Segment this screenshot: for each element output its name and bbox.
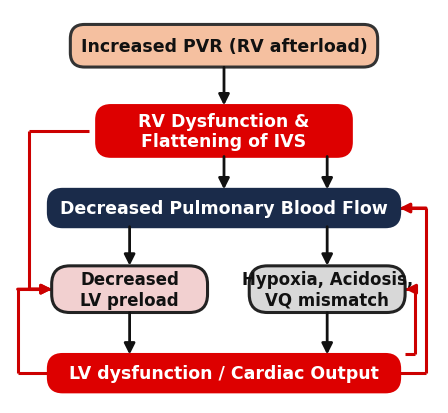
Text: RV Dysfunction &
Flattening of IVS: RV Dysfunction & Flattening of IVS xyxy=(138,112,310,151)
FancyBboxPatch shape xyxy=(97,106,351,157)
Text: Hypoxia, Acidosis,
VQ mismatch: Hypoxia, Acidosis, VQ mismatch xyxy=(241,270,413,309)
Text: Decreased
LV preload: Decreased LV preload xyxy=(80,270,179,309)
FancyBboxPatch shape xyxy=(48,190,400,227)
Text: Decreased Pulmonary Blood Flow: Decreased Pulmonary Blood Flow xyxy=(60,199,388,218)
FancyBboxPatch shape xyxy=(249,266,405,313)
FancyBboxPatch shape xyxy=(48,355,400,392)
Text: Increased PVR (RV afterload): Increased PVR (RV afterload) xyxy=(81,38,367,56)
FancyBboxPatch shape xyxy=(52,266,207,313)
Text: LV dysfunction / Cardiac Output: LV dysfunction / Cardiac Output xyxy=(69,364,379,382)
FancyBboxPatch shape xyxy=(70,25,378,68)
